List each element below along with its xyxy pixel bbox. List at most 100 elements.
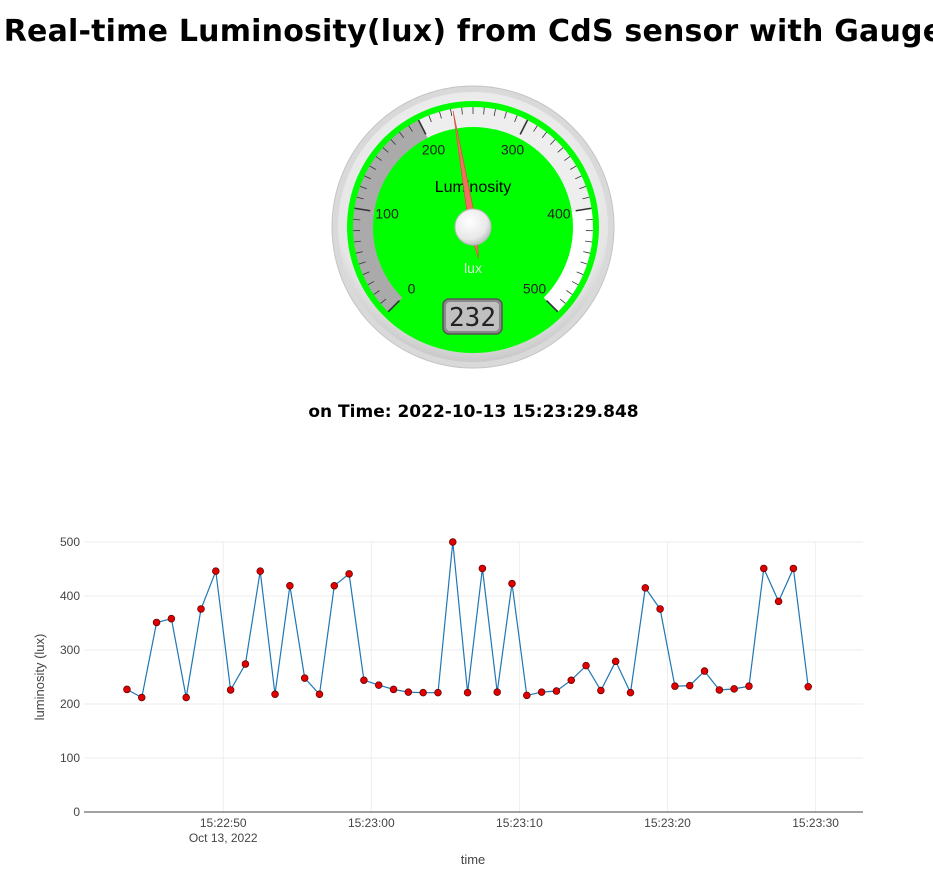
data-point[interactable]: [611, 657, 620, 666]
y-tick-label: 100: [60, 751, 80, 765]
gauge-minor-tick: [550, 139, 556, 145]
gauge-minor-tick: [483, 107, 485, 115]
data-point[interactable]: [715, 686, 724, 694]
gauge-minor-tick: [355, 251, 363, 254]
data-point[interactable]: [389, 685, 398, 694]
data-point[interactable]: [345, 570, 353, 578]
x-tick-label: 15:23:10: [496, 816, 543, 830]
y-tick-label: 0: [73, 805, 80, 819]
data-point[interactable]: [567, 676, 575, 684]
gauge-minor-tick: [450, 109, 453, 117]
data-point[interactable]: [656, 605, 664, 613]
timestamp-label: on Time:: [308, 402, 392, 422]
gauge-major-tick: [545, 299, 559, 313]
data-point[interactable]: [315, 690, 324, 699]
data-point[interactable]: [167, 614, 176, 623]
gauge-major-tick: [387, 299, 401, 313]
timestamp-line: on Time: 2022-10-13 15:23:29.848: [0, 402, 933, 422]
data-point[interactable]: [256, 567, 264, 575]
gauge-minor-tick: [356, 196, 364, 200]
x-tick-label: 15:23:00: [348, 816, 395, 830]
x-axis-label: time: [461, 852, 486, 867]
data-point[interactable]: [449, 538, 457, 546]
y-tick-label: 300: [60, 643, 80, 657]
data-point[interactable]: [123, 685, 131, 694]
gauge-minor-tick: [461, 107, 463, 115]
x-date-label: Oct 13, 2022: [189, 831, 258, 845]
gauge-minor-tick: [439, 111, 442, 119]
y-tick-label: 200: [60, 697, 80, 711]
data-point[interactable]: [360, 676, 368, 684]
gauge-minor-tick: [359, 185, 367, 190]
gauge-tick-label: 100: [375, 205, 399, 221]
data-point[interactable]: [700, 667, 709, 675]
gauge-major-tick: [575, 207, 592, 212]
gauge-minor-tick: [564, 156, 571, 161]
data-point[interactable]: [760, 564, 768, 573]
gauge-tick-label: 400: [547, 205, 571, 221]
gauge-minor-tick: [375, 156, 382, 161]
gauge-major-tick: [519, 119, 529, 135]
data-point[interactable]: [641, 584, 650, 592]
data-point[interactable]: [374, 681, 383, 689]
gauge-minor-tick: [428, 115, 432, 123]
gauge-units: lux: [464, 260, 482, 276]
gauge-hub: [454, 208, 492, 246]
data-point[interactable]: [434, 688, 442, 697]
gauge-band-2: [418, 107, 592, 212]
data-point[interactable]: [523, 691, 531, 700]
gauge-major-tick: [417, 119, 427, 135]
gauge-minor-tick: [364, 175, 371, 180]
gauge-minor-tick: [514, 115, 518, 123]
data-point[interactable]: [226, 686, 235, 694]
data-point[interactable]: [804, 682, 812, 691]
data-point[interactable]: [508, 579, 516, 588]
data-point[interactable]: [300, 674, 309, 682]
data-point[interactable]: [730, 685, 738, 693]
data-point[interactable]: [286, 581, 294, 590]
gauge-minor-tick: [585, 240, 593, 243]
gauge-minor-tick: [582, 196, 590, 200]
gauge-minor-tick: [353, 240, 361, 243]
page-title: Real-time Luminosity(lux) from CdS senso…: [3, 14, 933, 49]
gauge-minor-tick: [382, 147, 389, 153]
data-point[interactable]: [271, 690, 279, 699]
data-point[interactable]: [419, 688, 427, 697]
data-point[interactable]: [404, 688, 413, 696]
gauge-minor-tick: [566, 290, 573, 295]
gauge-minor-tick: [380, 298, 387, 304]
data-point[interactable]: [212, 567, 220, 575]
gauge-minor-tick: [579, 185, 587, 190]
gauge-minor-tick: [362, 271, 370, 276]
data-point[interactable]: [182, 693, 190, 702]
data-point[interactable]: [478, 564, 487, 573]
gauge-minor-tick: [571, 281, 579, 286]
luminosity-gauge: 0 100 200 300 400 500 Luminosity lux 232: [331, 85, 615, 369]
data-point[interactable]: [537, 688, 546, 696]
data-point[interactable]: [197, 605, 205, 613]
data-point[interactable]: [774, 597, 783, 606]
gauge-tick-label: 200: [422, 141, 446, 157]
timestamp-value: 2022-10-13 15:23:29.848: [397, 402, 639, 422]
data-point[interactable]: [463, 688, 472, 697]
data-point[interactable]: [493, 688, 501, 696]
data-point[interactable]: [671, 682, 679, 690]
gauge-band-1: [353, 120, 428, 312]
data-point[interactable]: [626, 688, 635, 697]
data-point[interactable]: [552, 687, 561, 695]
gauge-minor-tick: [570, 165, 577, 170]
gauge-minor-tick: [390, 139, 396, 145]
gauge-minor-tick: [493, 109, 496, 117]
data-point[interactable]: [330, 581, 339, 590]
data-point[interactable]: [241, 660, 250, 668]
data-point[interactable]: [582, 661, 590, 670]
data-point[interactable]: [152, 618, 161, 627]
data-point[interactable]: [789, 564, 798, 573]
gauge-minor-tick: [576, 271, 584, 276]
gauge-minor-tick: [504, 111, 507, 119]
data-point[interactable]: [138, 693, 146, 702]
data-point[interactable]: [685, 681, 694, 690]
gauge-tick-label: 300: [501, 141, 525, 157]
data-point[interactable]: [745, 682, 753, 690]
data-point[interactable]: [597, 686, 605, 695]
